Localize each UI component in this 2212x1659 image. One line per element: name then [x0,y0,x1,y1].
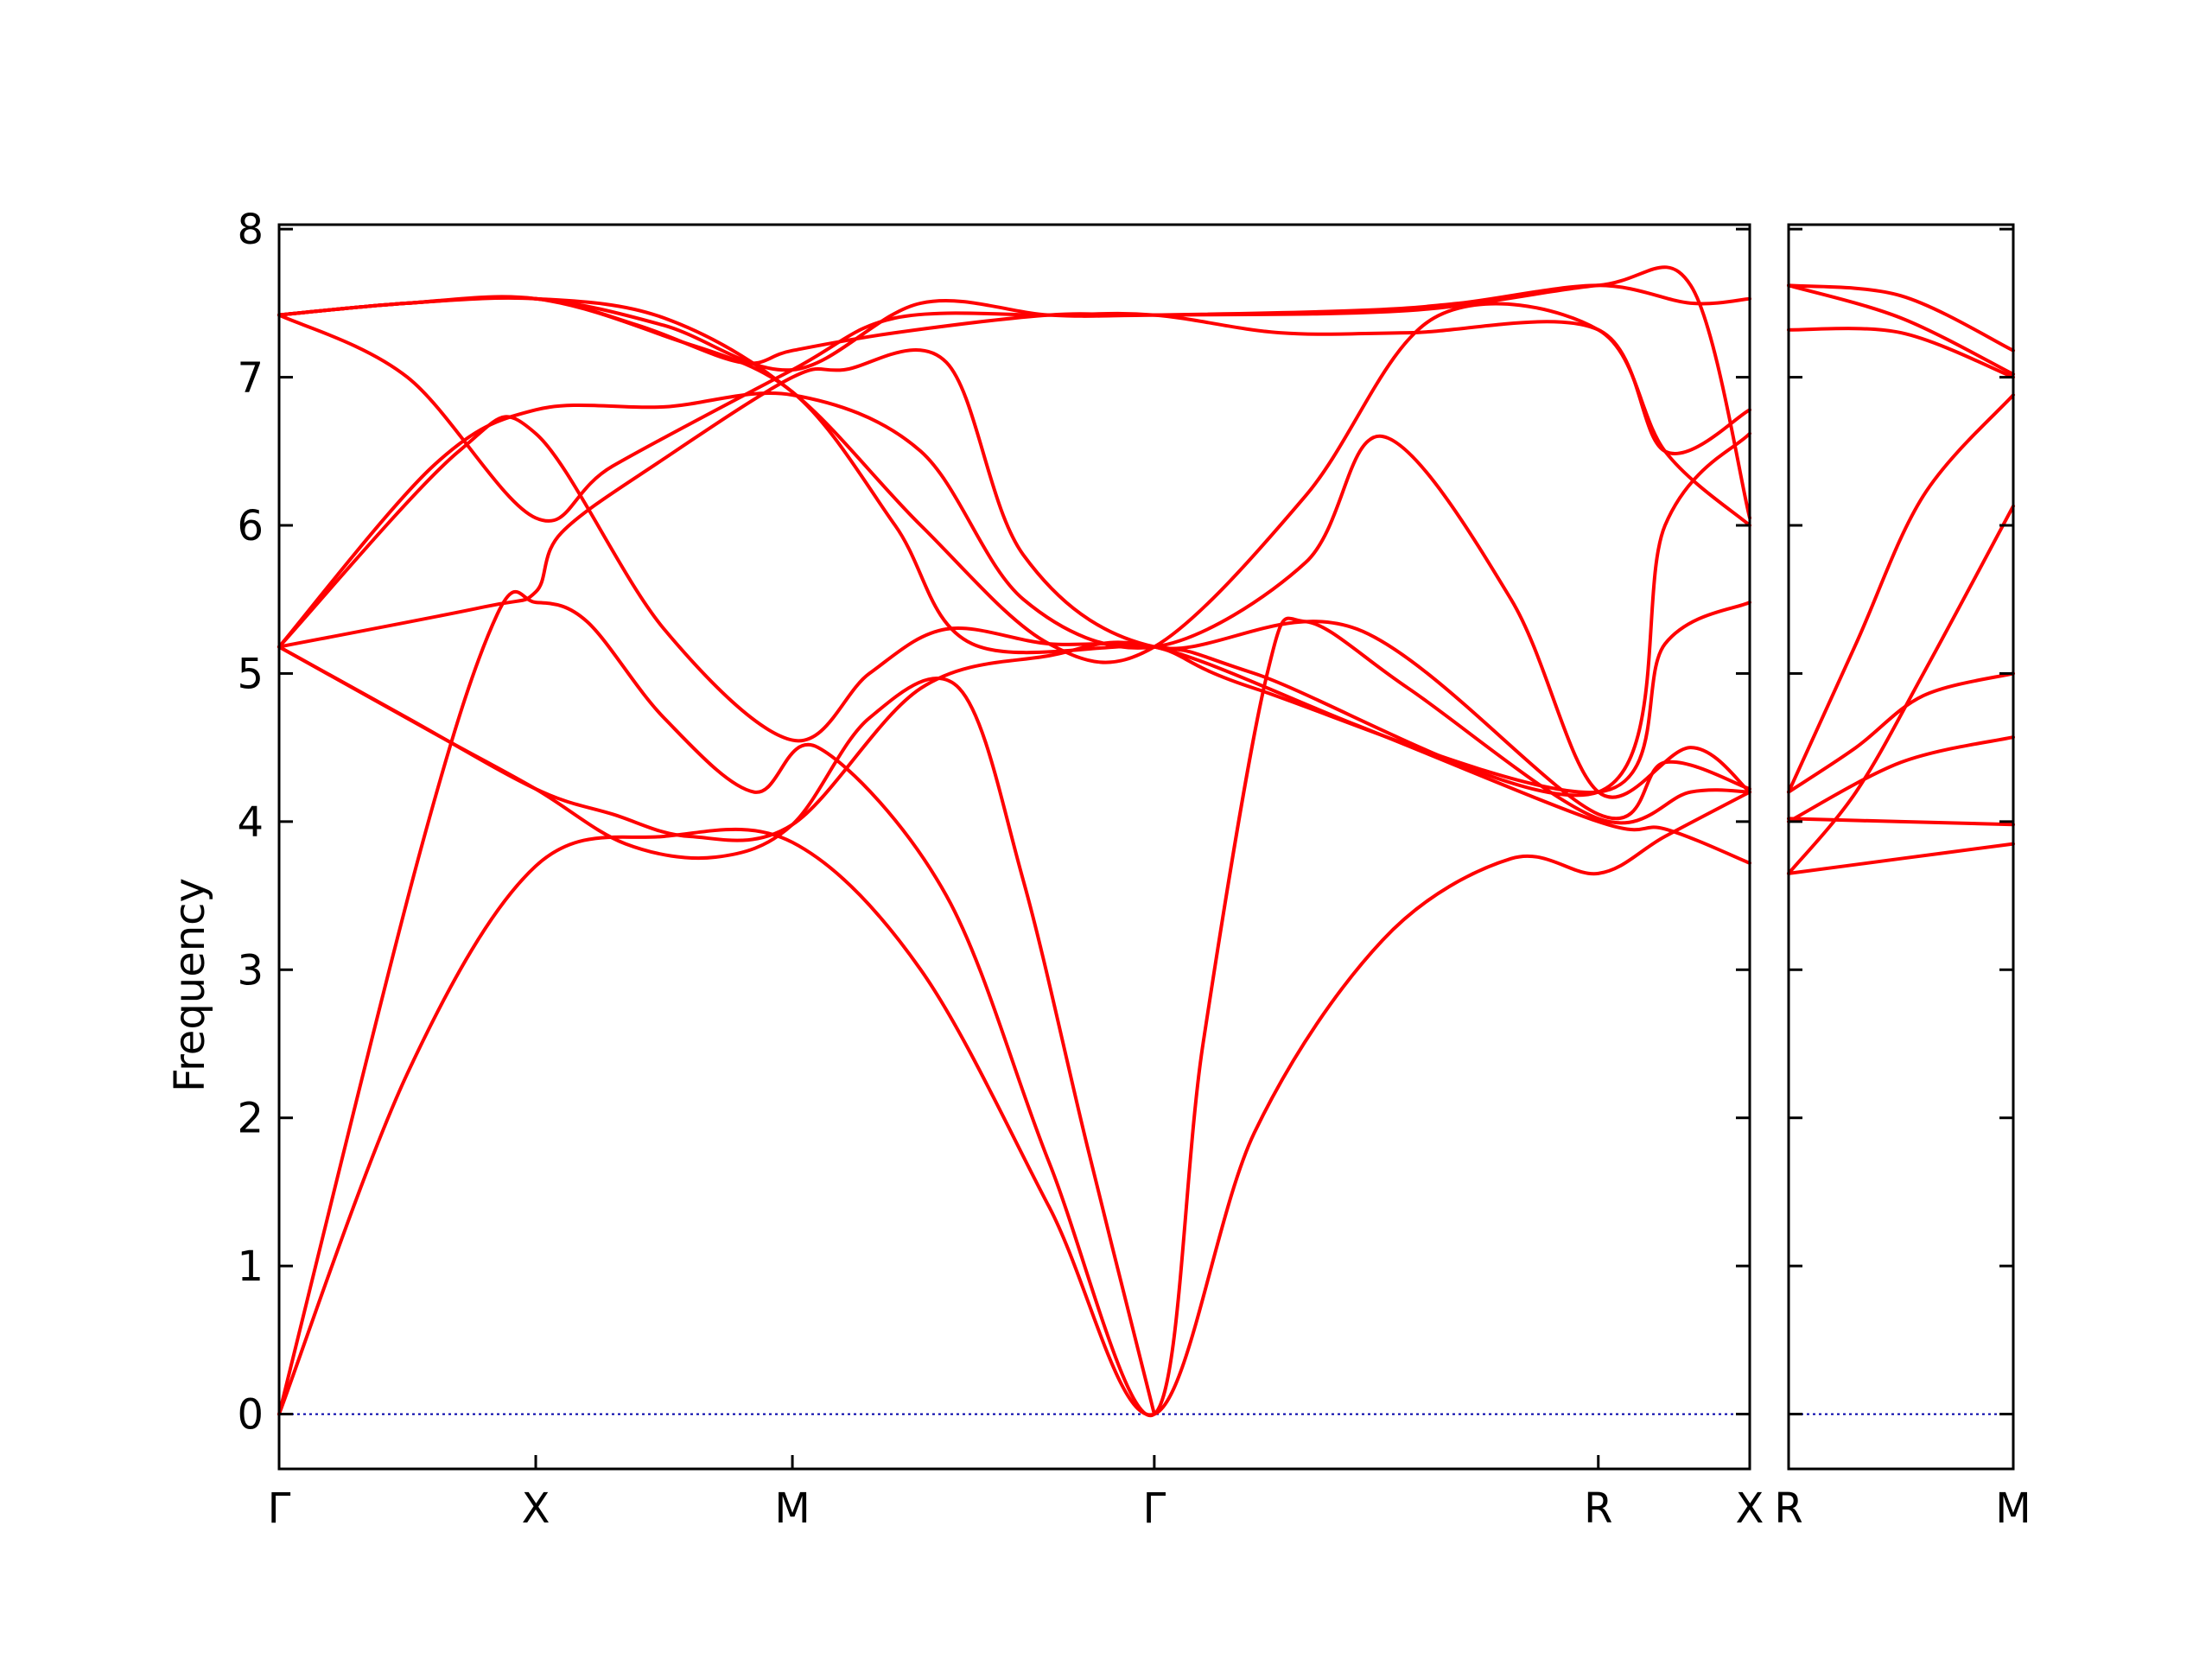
y-tick-label: 8 [237,206,264,254]
phonon-band-line [277,640,1751,865]
x-tick-label: X [1736,1484,1764,1533]
axes-frame [1787,223,2015,1471]
x-tick-label: R [1774,1484,1802,1533]
y-tick-label: 2 [237,1095,264,1143]
phonon-band-line [1787,504,2015,875]
phonon-band-line [1787,735,2015,823]
y-tick-label: 5 [237,650,264,698]
phonon-band-line [1787,671,2015,794]
y-tick-label: 6 [237,502,264,550]
x-tick-label: M [1995,1484,2031,1533]
phonon-band-line [277,265,1751,520]
phonon-band-line [277,790,1751,1417]
phonon-band-line [1787,283,2015,377]
y-tick-label: 3 [237,946,264,995]
x-tick-label: M [774,1484,810,1533]
phonon-band-line [1787,842,2015,875]
phonon-band-line [277,391,1751,799]
y-tick-label: 1 [237,1243,264,1291]
y-tick-label: 4 [237,798,264,847]
phonon-band-line [1787,817,2015,827]
y-tick-label: 0 [237,1391,264,1440]
y-tick-label: 7 [237,354,264,403]
x-tick-label: Γ [1143,1484,1166,1533]
phonon-band-line [1787,327,2015,379]
phonon-band-line [1787,393,2015,794]
axes-frame [277,223,1751,1471]
main-panel: Γ X M Γ R X 0 1 2 3 4 5 6 7 8 [237,206,1764,1533]
x-tick-label: Γ [268,1484,291,1533]
x-tick-label: R [1584,1484,1612,1533]
x-tick-label: X [522,1484,550,1533]
phonon-band-line [1787,283,2015,353]
y-axis-label: Frequency [166,878,214,1092]
